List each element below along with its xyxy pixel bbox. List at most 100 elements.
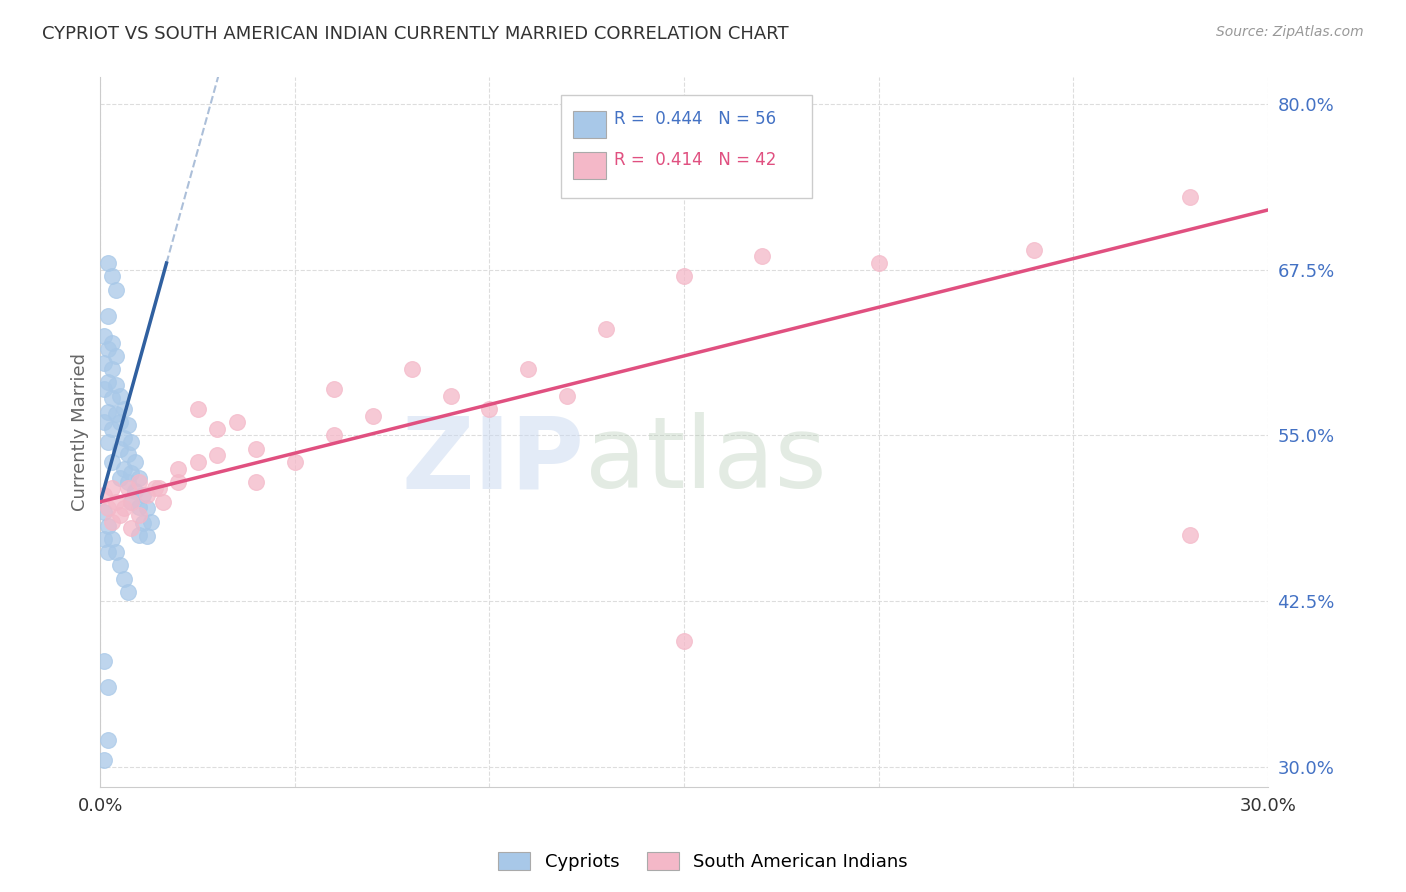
- Point: [148, 482, 170, 496]
- Point: [93, 382, 115, 396]
- Point: [97, 256, 120, 270]
- Point: [672, 269, 695, 284]
- Point: [595, 322, 617, 336]
- Point: [104, 545, 127, 559]
- Point: [112, 461, 135, 475]
- Point: [225, 415, 247, 429]
- Point: [143, 482, 166, 496]
- Point: [97, 309, 120, 323]
- Point: [108, 471, 131, 485]
- Point: [101, 362, 124, 376]
- Text: Source: ZipAtlas.com: Source: ZipAtlas.com: [1216, 25, 1364, 39]
- Point: [108, 442, 131, 456]
- Point: [439, 389, 461, 403]
- Point: [104, 349, 127, 363]
- Point: [517, 362, 540, 376]
- Point: [322, 428, 344, 442]
- Point: [101, 392, 124, 406]
- Point: [128, 471, 150, 485]
- FancyBboxPatch shape: [574, 111, 606, 137]
- Point: [117, 482, 139, 496]
- Text: ZIP: ZIP: [402, 412, 585, 509]
- Point: [112, 501, 135, 516]
- Text: R =  0.414   N = 42: R = 0.414 N = 42: [614, 152, 776, 169]
- Point: [121, 466, 143, 480]
- Point: [121, 521, 143, 535]
- Point: [152, 495, 174, 509]
- Point: [124, 484, 146, 499]
- Point: [117, 475, 139, 489]
- Point: [97, 545, 120, 559]
- Point: [97, 518, 120, 533]
- Point: [245, 475, 267, 489]
- Point: [93, 488, 115, 502]
- Point: [97, 435, 120, 450]
- Point: [132, 488, 155, 502]
- Point: [322, 382, 344, 396]
- Point: [121, 495, 143, 509]
- FancyBboxPatch shape: [574, 152, 606, 179]
- Point: [361, 409, 384, 423]
- Point: [117, 585, 139, 599]
- Point: [97, 501, 120, 516]
- Point: [136, 501, 159, 516]
- Point: [101, 422, 124, 436]
- Point: [187, 401, 209, 416]
- Point: [112, 401, 135, 416]
- Point: [108, 415, 131, 429]
- Point: [167, 475, 190, 489]
- Point: [187, 455, 209, 469]
- Point: [117, 447, 139, 461]
- Point: [478, 401, 501, 416]
- Point: [104, 378, 127, 392]
- Point: [93, 505, 115, 519]
- Point: [1178, 190, 1201, 204]
- Text: CYPRIOT VS SOUTH AMERICAN INDIAN CURRENTLY MARRIED CORRELATION CHART: CYPRIOT VS SOUTH AMERICAN INDIAN CURRENT…: [42, 25, 789, 43]
- Legend: Cypriots, South American Indians: Cypriots, South American Indians: [491, 845, 915, 879]
- Point: [128, 500, 150, 514]
- Point: [101, 335, 124, 350]
- Point: [93, 654, 115, 668]
- Point: [132, 516, 155, 530]
- Text: atlas: atlas: [585, 412, 827, 509]
- Point: [167, 461, 190, 475]
- Point: [139, 515, 162, 529]
- Point: [555, 389, 578, 403]
- Point: [97, 404, 120, 418]
- Point: [104, 283, 127, 297]
- Point: [284, 455, 307, 469]
- Point: [97, 733, 120, 747]
- Point: [245, 442, 267, 456]
- Point: [108, 508, 131, 522]
- Point: [101, 532, 124, 546]
- Point: [1024, 243, 1046, 257]
- Point: [101, 455, 124, 469]
- Point: [136, 488, 159, 502]
- Point: [128, 508, 150, 522]
- Point: [97, 376, 120, 390]
- Point: [108, 389, 131, 403]
- Point: [93, 329, 115, 343]
- Point: [205, 422, 228, 436]
- FancyBboxPatch shape: [561, 95, 813, 198]
- Point: [868, 256, 890, 270]
- Point: [124, 455, 146, 469]
- Point: [112, 431, 135, 445]
- Point: [1178, 528, 1201, 542]
- Point: [672, 634, 695, 648]
- Point: [128, 528, 150, 542]
- Point: [93, 532, 115, 546]
- Point: [108, 558, 131, 573]
- Point: [401, 362, 423, 376]
- Point: [93, 753, 115, 767]
- Point: [101, 269, 124, 284]
- Text: R =  0.444   N = 56: R = 0.444 N = 56: [614, 110, 776, 128]
- Point: [751, 249, 773, 263]
- Y-axis label: Currently Married: Currently Married: [72, 353, 89, 511]
- Point: [97, 343, 120, 357]
- Point: [117, 417, 139, 432]
- Point: [136, 529, 159, 543]
- Point: [205, 448, 228, 462]
- Point: [104, 495, 127, 509]
- Point: [104, 407, 127, 421]
